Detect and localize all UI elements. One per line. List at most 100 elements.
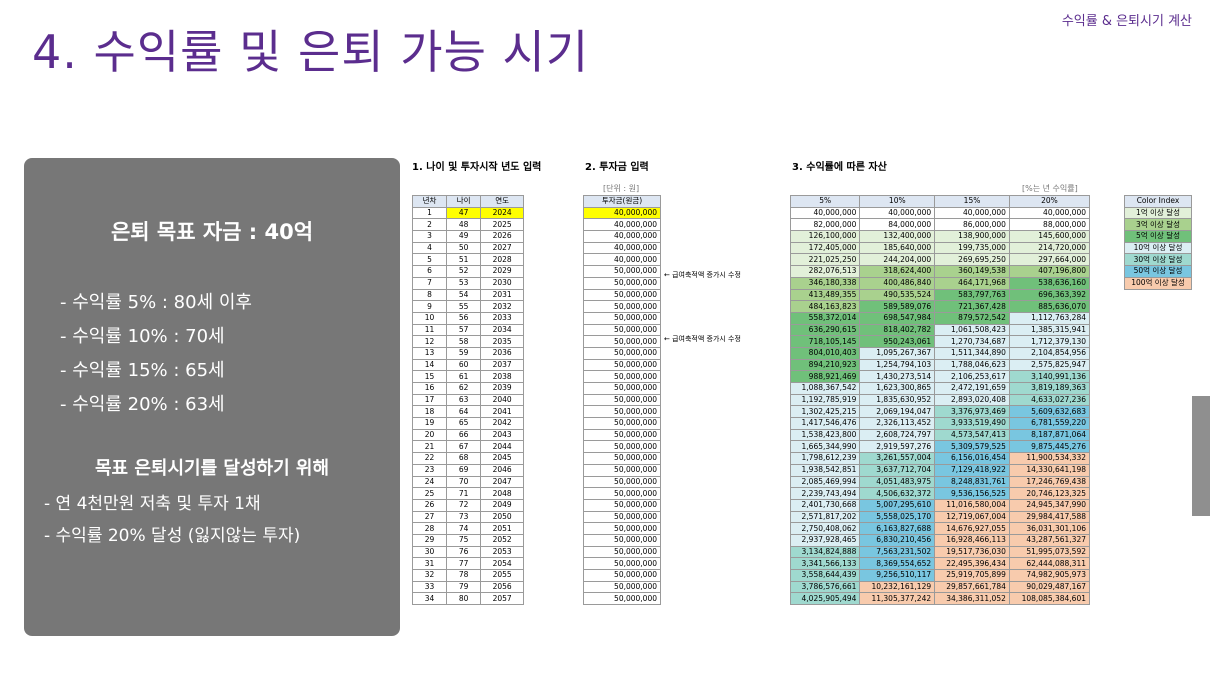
- table-row: 894,210,923 1,254,794,103 1,788,046,623 2,5…: [789, 358, 1091, 372]
- table-row: 50,000,000: [583, 463, 661, 477]
- table-cell: 2042: [480, 417, 524, 430]
- asset-cell: 126,100,000: [789, 230, 861, 243]
- table-row: 18 64 2041: [411, 405, 524, 419]
- investment-cell[interactable]: 50,000,000: [583, 522, 661, 535]
- table-row: 6 52 2029: [411, 265, 524, 278]
- investment-cell[interactable]: 50,000,000: [583, 580, 661, 594]
- table-row: 34 80 2057: [411, 592, 524, 606]
- table-cell: 58: [446, 335, 482, 348]
- table-row: 50,000,000: [583, 428, 661, 442]
- asset-cell: 721,367,428: [934, 300, 1010, 313]
- investment-cell[interactable]: 50,000,000: [583, 346, 661, 360]
- table-row: 31 77 2054: [411, 557, 524, 570]
- investment-cell[interactable]: 50,000,000: [583, 510, 661, 524]
- table-row: 4,025,905,494 11,305,377,242 34,386,311,05…: [789, 592, 1091, 606]
- investment-cell[interactable]: 40,000,000: [583, 253, 661, 267]
- investment-table: 투자금(원금) 40,000,000 40,000,000 40,000,000 40…: [583, 195, 661, 606]
- investment-cell[interactable]: 50,000,000: [583, 487, 661, 500]
- table-cell: 2055: [480, 569, 524, 582]
- table-row: 50,000,000: [583, 323, 661, 337]
- investment-cell[interactable]: 50,000,000: [583, 463, 661, 477]
- asset-cell: 7,563,231,502: [859, 545, 936, 559]
- investment-cell[interactable]: 50,000,000: [583, 276, 661, 290]
- legend-row: 30억 이상 달성: [1124, 253, 1192, 267]
- table-row: 32 78 2055: [411, 569, 524, 582]
- asset-cell: 698,547,984: [859, 311, 936, 325]
- asset-cell: 1,270,734,687: [934, 335, 1010, 348]
- table-cell: 56: [446, 311, 482, 325]
- asset-cell: 360,149,538: [934, 265, 1010, 278]
- investment-cell[interactable]: 50,000,000: [583, 311, 661, 325]
- asset-cell: 36,031,301,106: [1008, 522, 1091, 535]
- table-cell: 20: [411, 428, 448, 442]
- investment-cell[interactable]: 40,000,000: [583, 241, 661, 255]
- asset-cell: 950,243,061: [859, 335, 936, 348]
- rate-item: - 수익률 5% : 80세 이후: [60, 292, 252, 313]
- plan-title: 목표 은퇴시기를 달성하기 위해: [94, 458, 330, 479]
- table-row: 50,000,000: [583, 440, 661, 454]
- investment-cell[interactable]: 50,000,000: [583, 440, 661, 454]
- table-cell: 34: [411, 592, 448, 606]
- asset-cell: 583,797,763: [934, 288, 1010, 302]
- table-row: 50,000,000: [583, 417, 661, 430]
- rate-column-header: 15%: [934, 195, 1010, 208]
- table-cell[interactable]: 2024: [480, 206, 524, 220]
- table-row: 40,000,000 40,000,000 40,000,000 40,000,000: [789, 206, 1091, 220]
- investment-cell[interactable]: 40,000,000: [583, 230, 661, 243]
- investment-cell[interactable]: 50,000,000: [583, 300, 661, 313]
- investment-cell[interactable]: 50,000,000: [583, 370, 661, 383]
- investment-cell[interactable]: 50,000,000: [583, 382, 661, 395]
- asset-cell: 1,538,423,800: [789, 428, 861, 442]
- asset-cell: 29,984,417,588: [1008, 510, 1091, 524]
- asset-cell: 40,000,000: [789, 206, 861, 220]
- table-cell: 11: [411, 323, 448, 337]
- investment-cell[interactable]: 50,000,000: [583, 452, 661, 465]
- asset-cell: 1,798,612,239: [789, 452, 861, 465]
- investment-cell[interactable]: 40,000,000: [583, 206, 661, 220]
- table-row: 1,665,344,990 2,919,597,276 5,309,579,525 9…: [789, 440, 1091, 454]
- investment-cell[interactable]: 50,000,000: [583, 405, 661, 419]
- investment-cell[interactable]: 50,000,000: [583, 498, 661, 512]
- asset-cell: 282,076,513: [789, 265, 861, 278]
- investment-cell[interactable]: 50,000,000: [583, 288, 661, 302]
- investment-cell[interactable]: 50,000,000: [583, 557, 661, 570]
- plan-list: - 연 4천만원 저축 및 투자 1채 - 수익률 20% 달성 (잃지않는 투…: [44, 488, 300, 552]
- asset-cell: 636,290,615: [789, 323, 861, 337]
- table-row: 26 72 2049: [411, 498, 524, 512]
- investment-cell[interactable]: 50,000,000: [583, 323, 661, 337]
- investment-cell[interactable]: 50,000,000: [583, 545, 661, 559]
- table-cell[interactable]: 47: [446, 206, 482, 220]
- asset-cell: 10,232,161,129: [859, 580, 936, 594]
- investment-cell[interactable]: 50,000,000: [583, 265, 661, 278]
- table-row: 282,076,513 318,624,400 360,149,538 407,196…: [789, 265, 1091, 278]
- investment-cell[interactable]: 50,000,000: [583, 417, 661, 430]
- investment-cell[interactable]: 50,000,000: [583, 358, 661, 372]
- table-row: 2,401,730,668 5,007,295,610 11,016,580,004…: [789, 498, 1091, 512]
- asset-cell: 490,535,524: [859, 288, 936, 302]
- asset-cell: 297,664,000: [1008, 253, 1091, 267]
- legend-item: 10억 이상 달성: [1124, 241, 1192, 255]
- table-row: 27 73 2050: [411, 510, 524, 524]
- table-cell: 24: [411, 475, 448, 489]
- table-row: 3,786,576,661 10,232,161,129 29,857,661,78…: [789, 580, 1091, 594]
- investment-cell[interactable]: 50,000,000: [583, 569, 661, 582]
- investment-cell[interactable]: 50,000,000: [583, 428, 661, 442]
- asset-cell: 696,363,392: [1008, 288, 1091, 302]
- investment-cell[interactable]: 50,000,000: [583, 533, 661, 547]
- table-row: 40,000,000: [583, 206, 661, 220]
- table-row: 50,000,000: [583, 393, 661, 407]
- table-row: 25 71 2048: [411, 487, 524, 500]
- investment-cell[interactable]: 50,000,000: [583, 335, 661, 348]
- table-row: 82,000,000 84,000,000 86,000,000 88,000,000: [789, 218, 1091, 232]
- investment-cell[interactable]: 50,000,000: [583, 592, 661, 606]
- table-cell: 76: [446, 545, 482, 559]
- investment-cell[interactable]: 50,000,000: [583, 475, 661, 489]
- section-title-investment: 2. 투자금 입력: [585, 162, 649, 173]
- vertical-scrollbar[interactable]: [1192, 396, 1210, 516]
- table-row: 50,000,000: [583, 487, 661, 500]
- investment-cell[interactable]: 50,000,000: [583, 393, 661, 407]
- table-row: 1 47 2024: [411, 206, 524, 220]
- table-row: 16 62 2039: [411, 382, 524, 395]
- investment-cell[interactable]: 40,000,000: [583, 218, 661, 232]
- table-row: 50,000,000: [583, 510, 661, 524]
